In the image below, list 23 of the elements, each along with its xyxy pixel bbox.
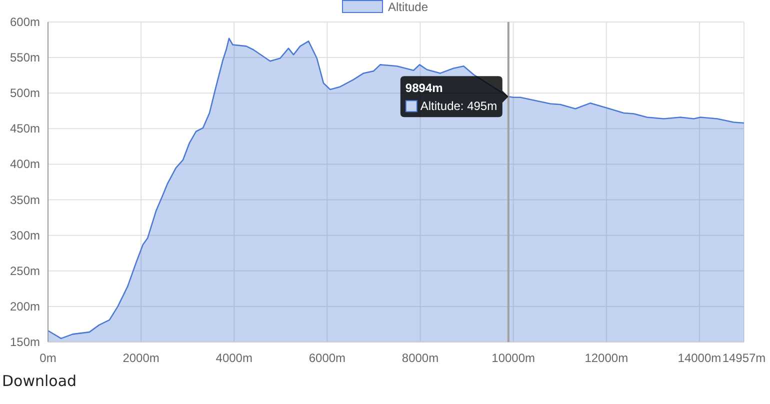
x-tick-label: 14957m — [722, 351, 766, 365]
x-tick-label: 2000m — [122, 351, 160, 365]
annotation: 9894m — [405, 81, 443, 96]
y-tick-label: 550m — [10, 50, 40, 65]
x-tick-label: 8000m — [402, 351, 439, 365]
y-tick-label: 250m — [10, 264, 40, 278]
x-tick-label: 10000m — [492, 351, 536, 365]
legend-label: Altitude — [388, 0, 428, 14]
text: Download — [2, 372, 77, 390]
x-tick-label: 14000m — [678, 351, 722, 365]
y-tick-label: 450m — [10, 122, 40, 136]
x-tick-label: 4000m — [216, 351, 252, 365]
y-tick-label: 400m — [10, 157, 40, 172]
y-tick-label: 150m — [10, 335, 40, 349]
y-tick-label: 600m — [10, 15, 40, 29]
y-tick-label: 300m — [10, 228, 40, 242]
x-tick-label: 6000m — [308, 351, 346, 365]
y-tick-label: 200m — [10, 299, 40, 314]
x-tick-label: 12000m — [584, 351, 628, 365]
annotation: Altitude: 495m — [420, 99, 498, 114]
y-tick-label: 500m — [10, 86, 40, 100]
y-tick-label: 350m — [10, 192, 40, 207]
x-tick-label: 0m — [40, 351, 56, 365]
